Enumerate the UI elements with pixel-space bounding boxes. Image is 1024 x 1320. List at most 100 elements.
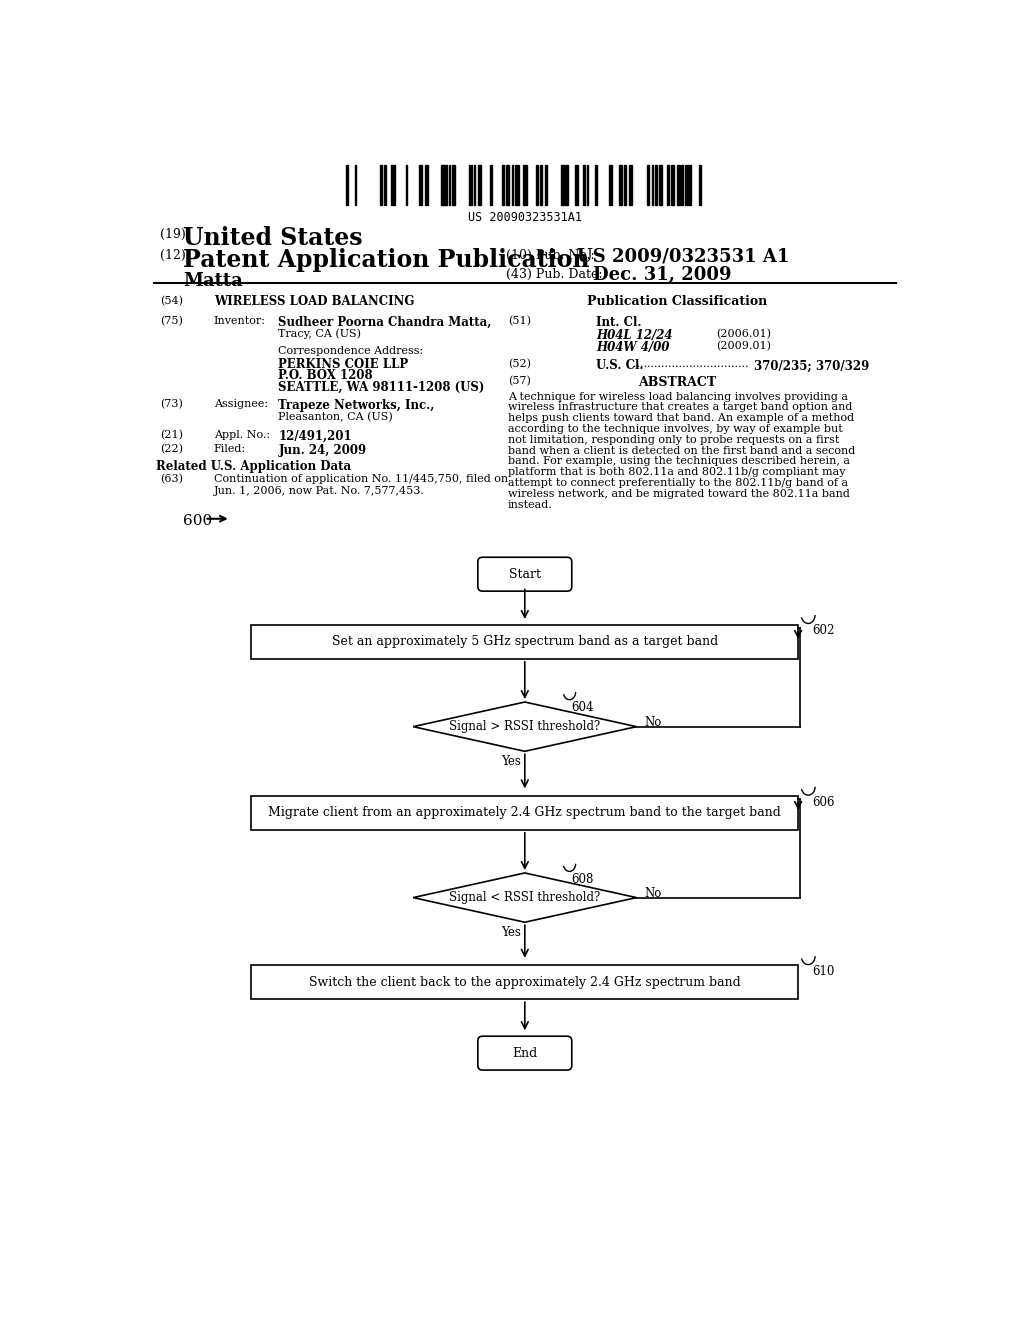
Text: (22): (22) <box>160 444 183 454</box>
Text: 602: 602 <box>812 624 835 638</box>
Text: (2006.01): (2006.01) <box>716 329 771 339</box>
Text: End: End <box>512 1047 538 1060</box>
FancyBboxPatch shape <box>478 1036 571 1071</box>
Text: Switch the client back to the approximately 2.4 GHz spectrum band: Switch the client back to the approximat… <box>309 975 740 989</box>
Bar <box>523 165 526 205</box>
Bar <box>384 165 386 205</box>
Text: 600: 600 <box>183 515 212 528</box>
Text: (75): (75) <box>160 317 182 326</box>
Text: wireless infrastructure that creates a target band option and: wireless infrastructure that creates a t… <box>508 403 852 412</box>
Bar <box>380 165 383 205</box>
Text: Patent Application Publication: Patent Application Publication <box>183 248 590 272</box>
Text: (57): (57) <box>508 376 530 387</box>
Text: 604: 604 <box>571 701 594 714</box>
Text: 12/491,201: 12/491,201 <box>279 430 352 444</box>
Text: Dec. 31, 2009: Dec. 31, 2009 <box>593 267 731 284</box>
Text: Filed:: Filed: <box>214 444 246 454</box>
Bar <box>565 165 568 205</box>
Bar <box>536 165 538 205</box>
Text: Start: Start <box>509 568 541 581</box>
Bar <box>425 165 428 205</box>
Text: Appl. No.:: Appl. No.: <box>214 430 270 440</box>
Text: (52): (52) <box>508 359 530 370</box>
Text: Signal < RSSI threshold?: Signal < RSSI threshold? <box>450 891 600 904</box>
Text: ABSTRACT: ABSTRACT <box>638 376 717 389</box>
Bar <box>659 165 663 205</box>
Bar <box>574 165 578 205</box>
Text: WIRELESS LOAD BALANCING: WIRELESS LOAD BALANCING <box>214 296 414 309</box>
Text: H04W 4/00: H04W 4/00 <box>596 341 670 354</box>
Text: SEATTLE, WA 98111-1208 (US): SEATTLE, WA 98111-1208 (US) <box>279 381 484 393</box>
Text: not limitation, responding only to probe requests on a first: not limitation, responding only to probe… <box>508 434 840 445</box>
Bar <box>515 165 519 205</box>
Text: No: No <box>644 887 662 900</box>
Text: 608: 608 <box>571 873 593 886</box>
Text: Tracy, CA (US): Tracy, CA (US) <box>279 329 361 339</box>
Bar <box>651 165 653 205</box>
Text: .................................: ................................. <box>634 359 749 370</box>
Bar <box>698 165 700 205</box>
Text: A technique for wireless load balancing involves providing a: A technique for wireless load balancing … <box>508 392 848 401</box>
Text: (21): (21) <box>160 430 183 441</box>
Text: 370/235; 370/329: 370/235; 370/329 <box>755 359 869 372</box>
Text: wireless network, and be migrated toward the 802.11a band: wireless network, and be migrated toward… <box>508 488 850 499</box>
Text: instead.: instead. <box>508 499 553 510</box>
Text: band. For example, using the techniques described herein, a: band. For example, using the techniques … <box>508 457 850 466</box>
Text: (51): (51) <box>508 317 530 326</box>
Text: (12): (12) <box>160 249 185 263</box>
Text: Jun. 24, 2009: Jun. 24, 2009 <box>279 444 367 457</box>
Text: (63): (63) <box>160 474 183 484</box>
Bar <box>684 165 686 205</box>
Text: (2009.01): (2009.01) <box>716 341 771 351</box>
Bar <box>595 165 597 205</box>
Text: helps push clients toward that band. An example of a method: helps push clients toward that band. An … <box>508 413 854 424</box>
Text: Pleasanton, CA (US): Pleasanton, CA (US) <box>279 412 393 422</box>
Polygon shape <box>413 702 637 751</box>
Bar <box>346 165 348 205</box>
Text: No: No <box>644 717 662 730</box>
Text: Related U.S. Application Data: Related U.S. Application Data <box>157 461 351 474</box>
Text: H04L 12/24: H04L 12/24 <box>596 329 673 342</box>
Text: Assignee:: Assignee: <box>214 400 268 409</box>
Text: P.O. BOX 1208: P.O. BOX 1208 <box>279 370 373 383</box>
Bar <box>647 165 649 205</box>
Bar <box>406 165 407 205</box>
Text: 606: 606 <box>812 796 835 809</box>
Polygon shape <box>413 873 637 923</box>
Text: U.S. Cl.: U.S. Cl. <box>596 359 644 372</box>
Text: PERKINS COIE LLP: PERKINS COIE LLP <box>279 358 409 371</box>
Bar <box>252 626 798 659</box>
Text: (19): (19) <box>160 227 185 240</box>
Text: Set an approximately 5 GHz spectrum band as a target band: Set an approximately 5 GHz spectrum band… <box>332 635 718 648</box>
Bar <box>391 165 394 205</box>
Text: Yes: Yes <box>501 755 521 768</box>
Bar <box>449 165 450 205</box>
Text: according to the technique involves, by way of example but: according to the technique involves, by … <box>508 424 843 434</box>
Text: Signal > RSSI threshold?: Signal > RSSI threshold? <box>450 721 600 733</box>
Text: Inventor:: Inventor: <box>214 317 265 326</box>
Bar <box>512 165 513 205</box>
Bar <box>587 165 588 205</box>
Bar <box>489 165 492 205</box>
Text: platform that is both 802.11a and 802.11b/g compliant may: platform that is both 802.11a and 802.11… <box>508 467 846 477</box>
Text: Correspondence Address:: Correspondence Address: <box>279 346 424 356</box>
FancyBboxPatch shape <box>478 557 571 591</box>
Bar <box>541 165 543 205</box>
Bar <box>671 165 675 205</box>
Bar <box>681 165 683 205</box>
Text: (10) Pub. No.:: (10) Pub. No.: <box>506 249 595 263</box>
Text: 610: 610 <box>812 965 835 978</box>
Bar <box>252 796 798 830</box>
Text: Sudheer Poorna Chandra Matta,: Sudheer Poorna Chandra Matta, <box>279 317 492 329</box>
Bar <box>584 165 585 205</box>
Text: Jun. 1, 2006, now Pat. No. 7,577,453.: Jun. 1, 2006, now Pat. No. 7,577,453. <box>214 487 425 496</box>
Bar <box>452 165 456 205</box>
Bar <box>668 165 669 205</box>
Text: band when a client is detected on the first band and a second: band when a client is detected on the fi… <box>508 446 855 455</box>
Bar <box>608 165 612 205</box>
Bar <box>546 165 547 205</box>
Bar <box>443 165 447 205</box>
Bar <box>624 165 626 205</box>
Bar <box>654 165 656 205</box>
Bar <box>419 165 422 205</box>
